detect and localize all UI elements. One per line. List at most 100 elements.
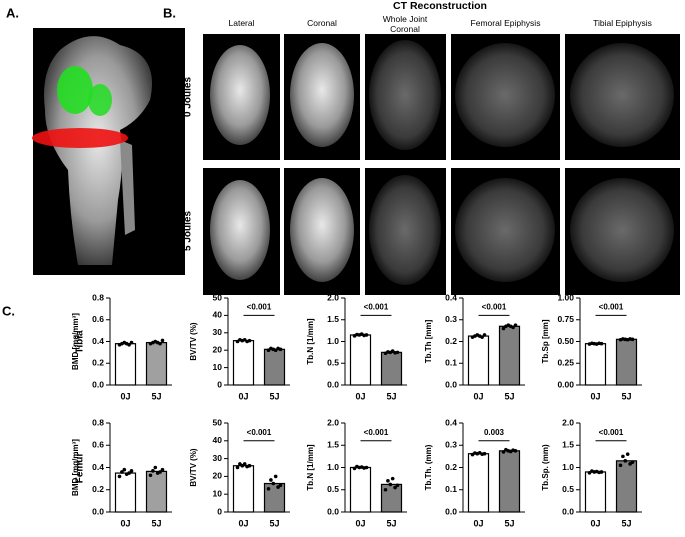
bar [498,450,521,513]
data-point [129,469,134,473]
y-tick-label: 50 [213,292,223,302]
bar [114,472,137,513]
y-tick-label: 0 [217,506,222,516]
data-point [480,335,484,339]
data-point [599,470,604,474]
x-tick-label: 5J [386,518,396,528]
p-value: <0.001 [364,428,389,437]
x-tick-label: 5J [151,518,161,528]
column-label: Whole Joint Coronal [382,14,428,34]
data-point [623,459,628,463]
data-point [151,469,155,473]
ct-images [203,34,680,295]
y-tick-label: 1.5 [327,440,339,450]
data-point [630,460,635,464]
y-tick-label: 0.0 [445,506,457,516]
data-point [278,347,283,352]
data-point [501,450,506,454]
data-point [621,454,625,459]
data-point [129,340,134,345]
bar [349,334,372,386]
y-tick-label: 20 [213,471,223,481]
y-tick-label: 40 [213,435,223,445]
data-point [266,487,271,491]
y-tick-label: 1.5 [327,314,339,324]
y-axis-label: Tb.Sp [mm] [541,319,550,363]
x-tick-label: 0J [355,391,365,401]
data-point [247,338,252,343]
p-value: 0.003 [484,428,505,437]
y-tick-label: 0 [217,379,222,389]
x-tick-label: 5J [621,391,631,401]
bar [380,351,403,386]
y-tick-label: 0.2 [445,462,457,472]
x-tick-label: 0J [120,391,130,401]
p-value: <0.001 [599,303,624,312]
x-tick-label: 0J [590,391,600,401]
data-point [386,479,390,483]
bar [232,340,255,386]
data-point [158,341,162,346]
data-point [158,470,162,474]
bar [114,343,137,386]
y-tick-label: 1.0 [327,336,339,346]
bar [467,453,490,513]
bar [467,335,490,386]
y-tick-label: 1.0 [327,462,339,472]
data-point [127,471,131,475]
y-axis-label: Tb.N [1/mm] [306,444,315,491]
y-tick-label: 0.75 [557,314,574,324]
y-tick-label: 0.4 [92,462,104,472]
y-tick-label: 30 [213,453,223,463]
y-tick-label: 0.2 [92,484,104,494]
data-point [364,465,369,470]
y-tick-label: 0.8 [92,417,104,427]
row-label: 0 Joules [183,77,194,117]
data-point [148,473,153,478]
column-label: Lateral [228,18,255,28]
data-point [501,326,506,331]
p-value: <0.001 [482,303,507,312]
y-tick-label: 0.1 [445,484,457,494]
x-tick-label: 0J [238,391,248,401]
data-point [273,474,278,479]
panel-label: A. [6,5,19,20]
x-tick-label: 5J [621,518,631,528]
data-point [117,474,122,479]
data-point [482,451,487,456]
x-tick-label: 0J [355,518,365,528]
column-label: Femoral Epiphysis [470,18,541,28]
x-tick-label: 0J [238,518,248,528]
y-tick-label: 0.0 [92,506,104,516]
y-tick-label: 40 [213,310,223,320]
data-point [278,483,283,488]
row-label: Femur [75,453,86,484]
data-point [364,333,369,337]
y-axis-label: BMD [mg/mm³] [71,439,80,496]
y-tick-label: 50 [213,417,223,427]
data-point [120,470,124,474]
data-point [395,483,400,488]
y-tick-label: 10 [213,362,223,372]
data-point [127,342,131,347]
y-tick-label: 0.6 [92,440,104,450]
bar [232,465,255,513]
data-point [153,465,158,470]
bar [145,341,168,386]
y-tick-label: 0.8 [92,292,104,302]
bar [584,343,607,386]
bar [145,470,168,513]
y-tick-label: 1.0 [562,462,574,472]
x-tick-label: 5J [504,518,514,528]
data-point [390,476,395,481]
bar [263,348,286,386]
x-tick-label: 5J [269,518,279,528]
data-point [511,325,515,330]
data-point [388,482,393,487]
p-value: <0.001 [599,428,624,437]
x-tick-label: 5J [386,391,396,401]
data-point [160,338,165,343]
ct-title: CT Reconstruction [393,0,487,12]
y-axis-label: BV/TV (%) [189,322,198,361]
